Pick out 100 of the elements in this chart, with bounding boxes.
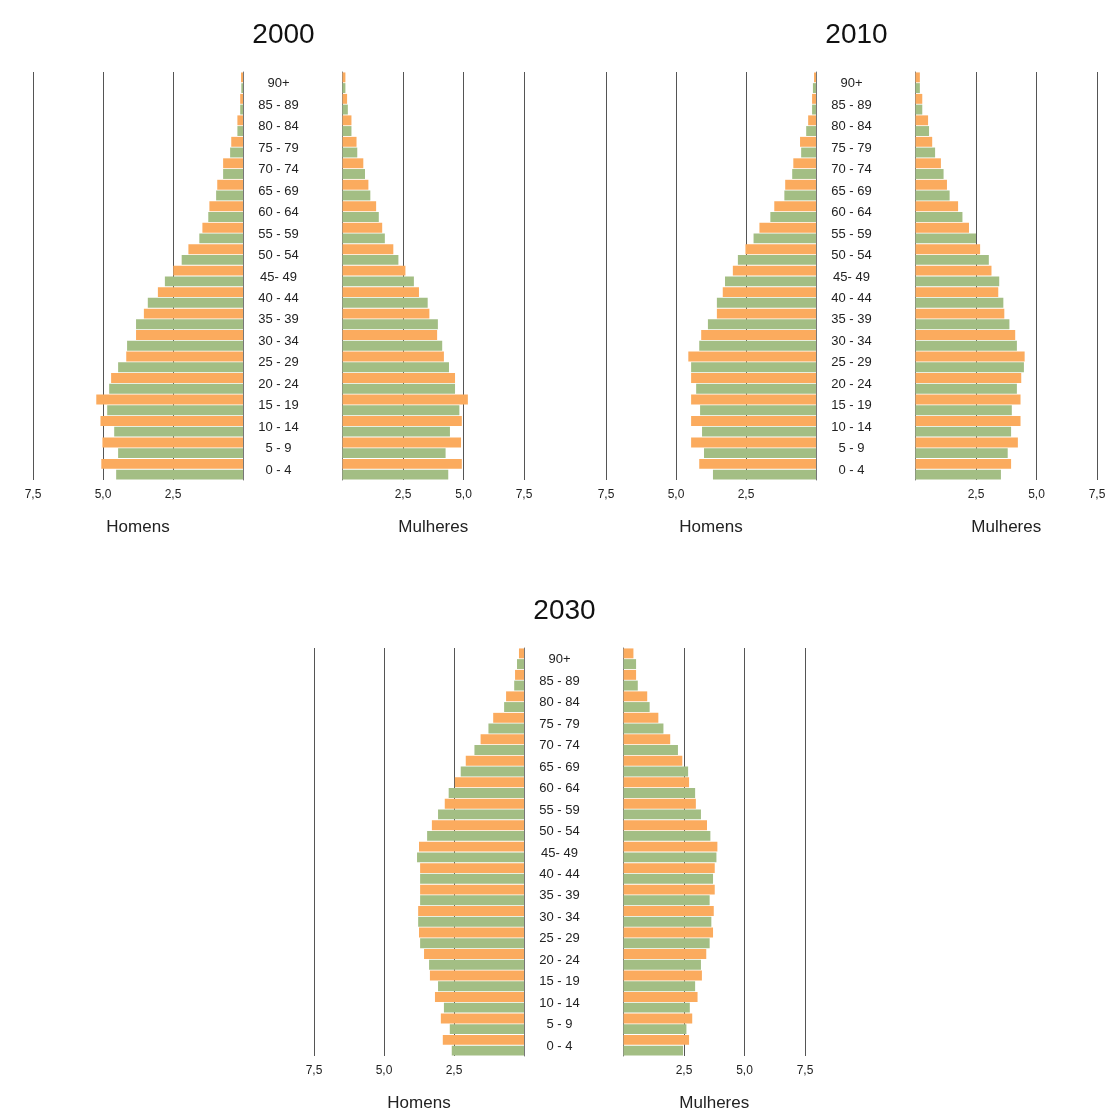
y-tick-label: 60 - 64 [831, 204, 872, 220]
bar [434, 992, 524, 1002]
bar [623, 745, 678, 755]
bar [111, 373, 243, 383]
x-axis-title: Mulheres [398, 517, 469, 536]
y-tick-label: 20 - 24 [831, 375, 872, 391]
y-tick-label: 30 - 34 [258, 332, 299, 348]
bar [223, 169, 243, 179]
bar [173, 265, 243, 276]
y-tick-label: 20 - 24 [258, 375, 299, 391]
bar [623, 680, 638, 691]
bar [342, 319, 438, 330]
bar [806, 126, 816, 136]
bar [623, 992, 698, 1002]
bar [623, 734, 671, 745]
bar [493, 712, 524, 723]
bar [429, 959, 524, 970]
bar [915, 287, 999, 298]
bar [342, 244, 394, 255]
bar [237, 126, 243, 136]
bar [792, 169, 816, 179]
bar [474, 745, 524, 755]
bar [342, 416, 462, 426]
bar [716, 308, 816, 319]
bar [418, 916, 524, 927]
bar [420, 873, 524, 884]
bar [460, 766, 524, 777]
bar [623, 777, 690, 788]
x-tick-label: 7,5 [24, 487, 42, 501]
x-tick-label: 2,5 [445, 1063, 463, 1077]
bar [623, 938, 710, 949]
bar [915, 93, 923, 104]
x-tick-label: 7,5 [305, 1063, 323, 1077]
bar [102, 437, 243, 448]
y-tick-label: 55 - 59 [539, 801, 580, 817]
y-tick-label: 85 - 89 [258, 96, 299, 112]
y-tick-label: 0 - 4 [265, 461, 292, 477]
y-tick-label: 35 - 39 [258, 311, 299, 327]
y-tick-label: 5 - 9 [265, 440, 292, 456]
bar [517, 659, 524, 670]
bar [419, 927, 524, 938]
bar [623, 820, 707, 831]
bar [342, 362, 449, 373]
bar [915, 330, 1016, 341]
bar [915, 437, 1018, 448]
bar [118, 362, 243, 373]
bar [623, 906, 714, 917]
y-tick-label: 80 - 84 [831, 118, 872, 134]
bar [147, 297, 243, 308]
bar [915, 362, 1024, 373]
bar [785, 179, 816, 190]
bar [342, 351, 444, 362]
bar [181, 254, 243, 265]
bar [623, 873, 714, 884]
bar [737, 254, 816, 265]
bar [915, 265, 992, 276]
bar [915, 458, 1012, 469]
y-tick-label: 70 - 74 [539, 737, 580, 753]
bar [126, 351, 243, 362]
bar [623, 702, 650, 712]
bar [623, 981, 696, 992]
bar [623, 863, 715, 874]
x-axis-title: Mulheres [679, 1093, 750, 1112]
bar [342, 211, 379, 222]
bar [438, 809, 524, 820]
y-tick-label: 80 - 84 [539, 694, 580, 710]
bar [915, 416, 1021, 426]
y-tick-label: 60 - 64 [539, 780, 580, 796]
x-tick-label: 2,5 [967, 487, 985, 501]
bar [623, 809, 701, 820]
y-tick-label: 10 - 14 [539, 994, 580, 1010]
x-tick-label: 7,5 [796, 1063, 814, 1077]
bar [465, 755, 524, 766]
bar [199, 233, 243, 244]
bar [623, 787, 696, 798]
y-tick-label: 15 - 19 [831, 397, 872, 413]
bar [217, 179, 243, 190]
bar [702, 426, 816, 437]
bar [623, 970, 702, 981]
bar [429, 970, 524, 981]
bar [770, 211, 816, 222]
y-tick-label: 20 - 24 [539, 951, 580, 967]
bar [915, 308, 1005, 319]
bar [915, 319, 1010, 330]
bar [623, 841, 718, 852]
bar [623, 949, 707, 959]
bar [143, 308, 243, 319]
y-tick-label: 90+ [267, 75, 290, 91]
x-tick-label: 5,0 [94, 487, 112, 501]
y-tick-label: 85 - 89 [831, 96, 872, 112]
y-tick-label: 5 - 9 [838, 440, 865, 456]
y-tick-label: 50 - 54 [831, 247, 872, 263]
bar [209, 201, 243, 212]
y-tick-label: 55 - 59 [258, 225, 299, 241]
bar [342, 437, 462, 448]
x-axis-title: Homens [387, 1093, 451, 1112]
bar [342, 222, 383, 233]
y-tick-label: 30 - 34 [831, 332, 872, 348]
y-tick-label: 40 - 44 [831, 289, 872, 305]
bar [342, 201, 377, 212]
